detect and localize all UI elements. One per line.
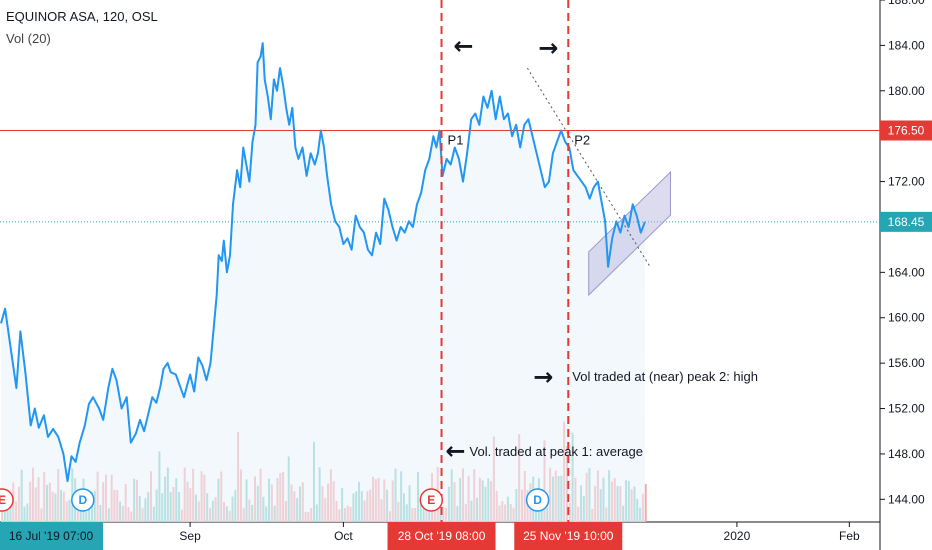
- time-tick-label: Sep: [179, 529, 201, 543]
- event-marker: [71, 488, 95, 512]
- price-tick-label: 172.00: [888, 175, 925, 189]
- annotation-arrow: ←: [445, 437, 465, 465]
- event-marker-label: D: [533, 493, 542, 507]
- price-tick-label: 180.00: [888, 84, 925, 98]
- price-tick-label: 164.00: [888, 265, 925, 279]
- event-marker: [525, 488, 550, 512]
- cursor-date-badge: [0, 522, 103, 550]
- annotation-arrow: ←: [453, 32, 473, 60]
- volume-indicator-label: Vol (20): [6, 31, 51, 46]
- annotation-peak2-volume: Vol traded at (near) peak 2: high: [572, 369, 758, 384]
- peak-label: P1: [448, 133, 464, 148]
- price-tick-label: 184.00: [888, 38, 925, 52]
- price-tick-label: 160.00: [888, 311, 925, 325]
- event-marker: [419, 488, 444, 512]
- resistance-price-tag: [880, 120, 932, 141]
- time-tick-label: Feb: [839, 529, 860, 543]
- annotation-arrow: →: [533, 363, 553, 391]
- price-tick-label: 152.00: [888, 402, 925, 416]
- resistance-price-label: 176.50: [888, 124, 925, 138]
- current-price-tag: [880, 211, 932, 232]
- volume-bar: [644, 483, 647, 522]
- cursor-date-label: 16 Jul '19 07:00: [9, 529, 94, 543]
- annotation-arrow: →: [538, 34, 558, 62]
- price-tick-label: 188.00: [888, 0, 925, 7]
- peak-label: P2: [574, 133, 590, 148]
- time-tick-label: 2020: [724, 529, 751, 543]
- price-tick-label: 148.00: [888, 447, 925, 461]
- chart-title: EQUINOR ASA, 120, OSL: [6, 9, 158, 24]
- price-tick-label: 144.00: [888, 492, 925, 506]
- peak-date-badge: [387, 522, 496, 550]
- current-price-label: 168.45: [888, 215, 925, 229]
- price-tick-label: 156.00: [888, 356, 925, 370]
- event-marker-label: E: [427, 493, 435, 507]
- price-area-fill: [1, 43, 645, 522]
- peak-date-label: 25 Nov '19 10:00: [523, 529, 614, 543]
- annotation-peak1-volume: Vol. traded at peak 1: average: [470, 444, 643, 459]
- peak-date-label: 28 Oct '19 08:00: [398, 529, 486, 543]
- time-tick-label: Oct: [334, 529, 353, 543]
- event-marker-label: D: [78, 493, 87, 507]
- event-marker: [0, 488, 14, 512]
- downtrend-line: [526, 67, 651, 267]
- peak-date-badge: [514, 522, 623, 550]
- price-line: [0, 42, 646, 483]
- event-marker-label: E: [0, 493, 6, 507]
